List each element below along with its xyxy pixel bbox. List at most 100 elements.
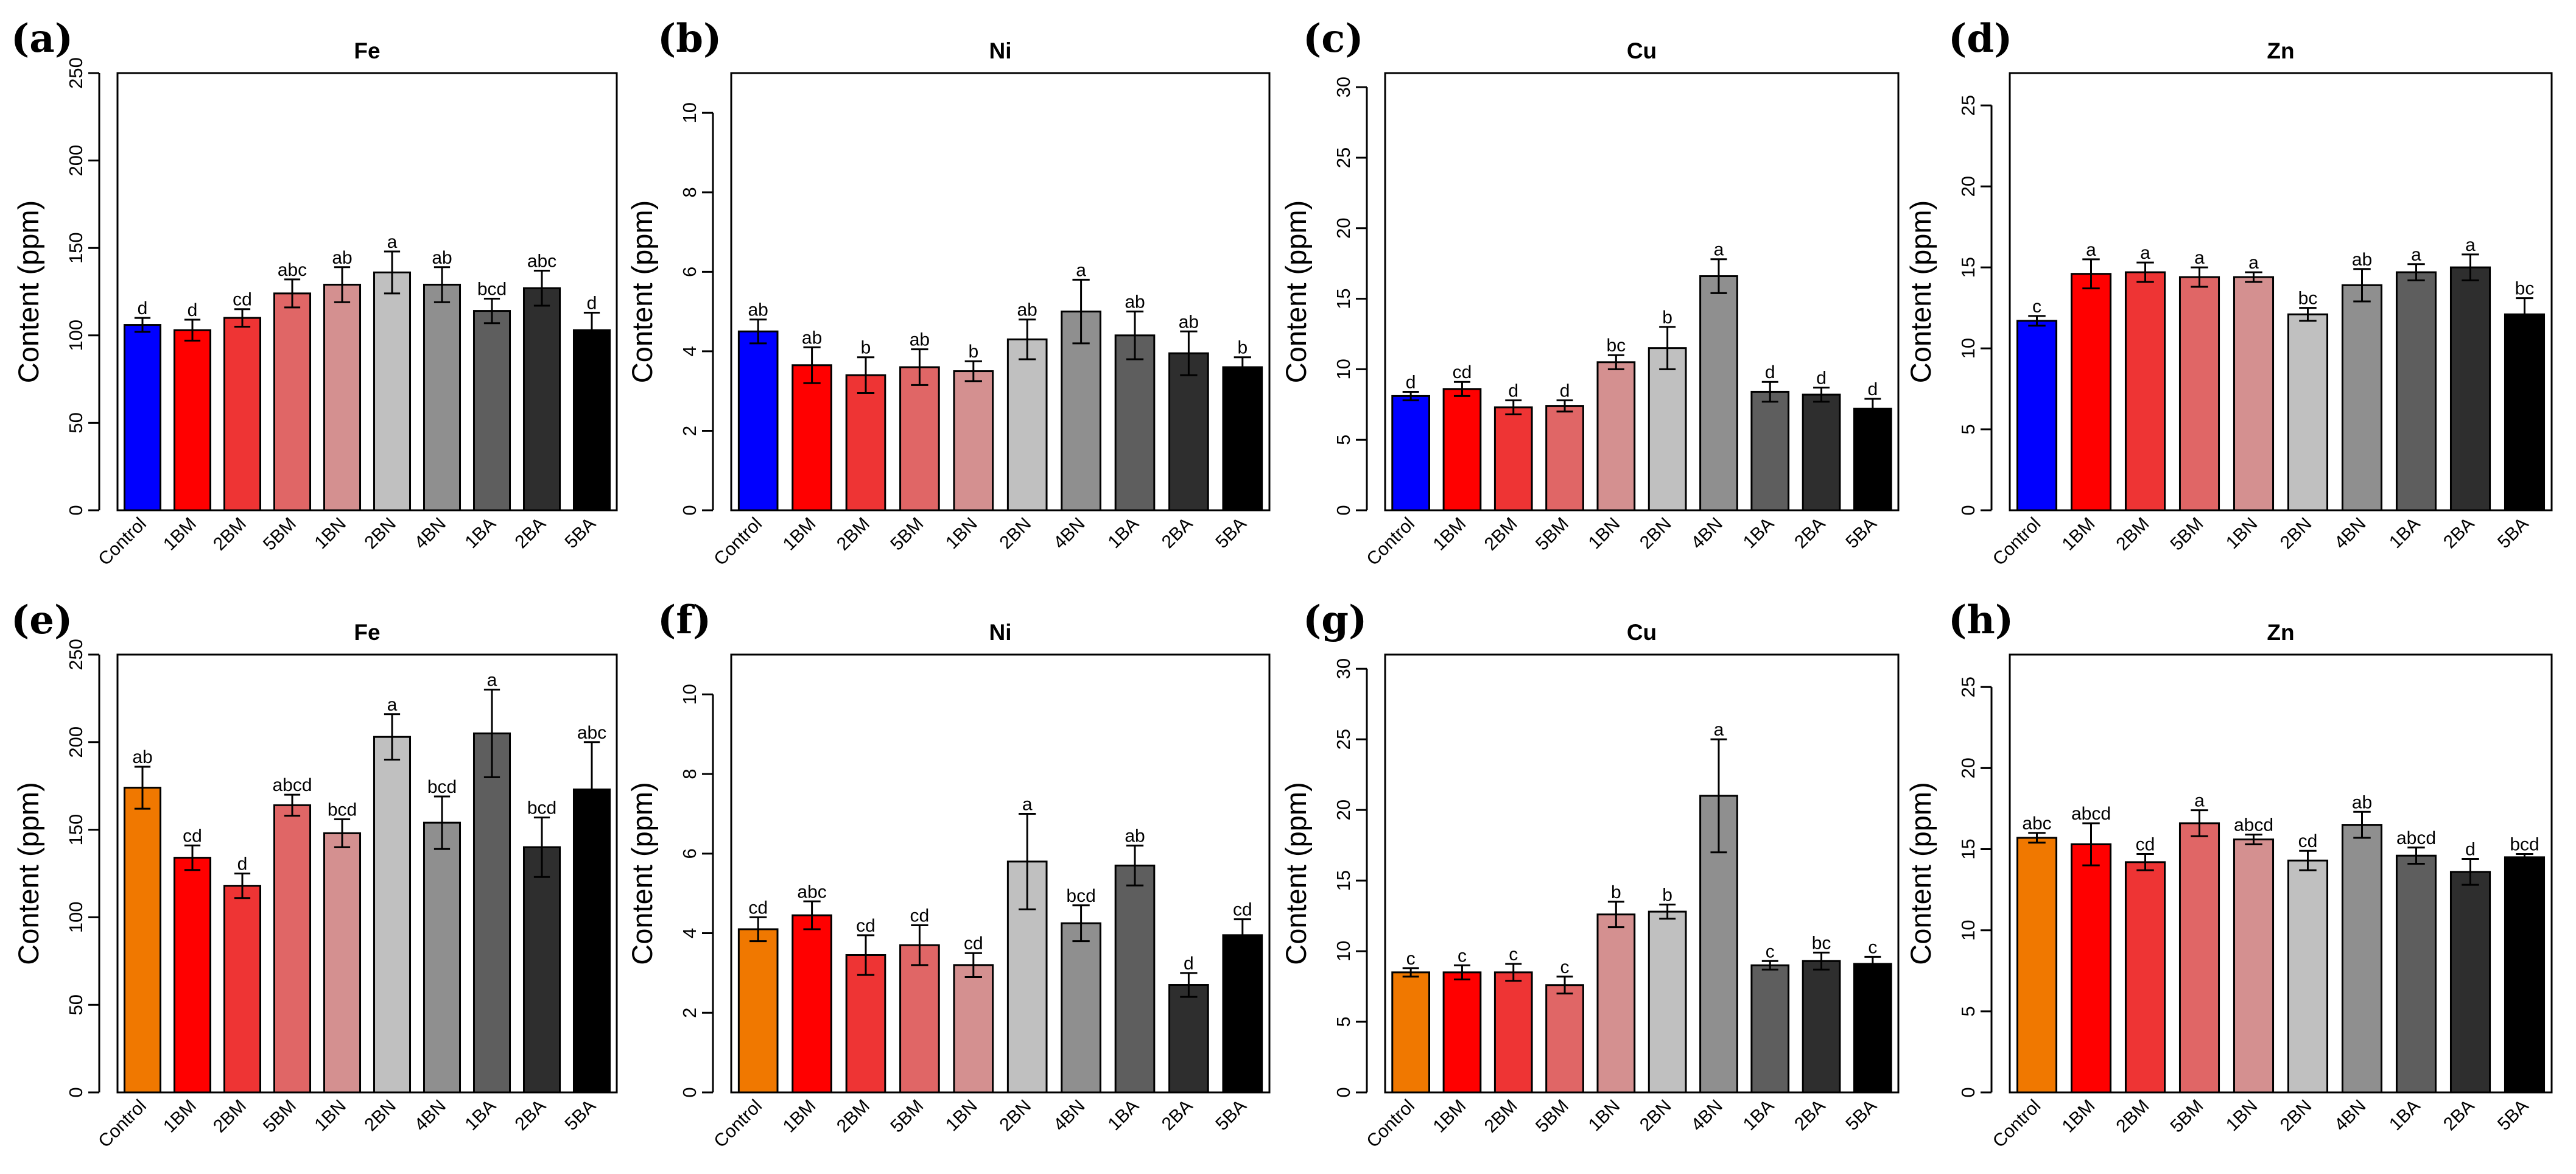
plot-frame	[116, 653, 618, 1094]
x-tick-label: 2BA	[2440, 514, 2478, 552]
significance-letter: a	[2194, 791, 2205, 811]
bar	[845, 954, 886, 1094]
y-tick-label: 200	[65, 726, 86, 758]
y-tick-label: 4	[679, 346, 700, 356]
x-tick-label: Control	[710, 1096, 766, 1152]
x-tick-label: 1BA	[2385, 1096, 2424, 1134]
significance-letter: ab	[1125, 292, 1145, 312]
x-tick-label: 2BM	[209, 514, 250, 555]
y-tick-label: 100	[65, 902, 86, 933]
x-tick-label: 1BN	[1585, 1096, 1624, 1136]
x-tick-label: Control	[1363, 1096, 1419, 1152]
bar	[1493, 971, 1533, 1094]
panel-label: (a)	[11, 16, 73, 62]
bar	[1545, 405, 1584, 511]
y-tick-label: 10	[1333, 941, 1354, 961]
x-tick-label: Control	[94, 514, 150, 570]
y-tick-label: 30	[1333, 77, 1354, 97]
x-tick-label: 2BA	[1158, 514, 1196, 552]
significance-letter: cd	[233, 290, 252, 310]
y-tick-label: 25	[1333, 729, 1354, 750]
x-tick-label: 1BA	[1739, 1096, 1778, 1134]
panel-label: (d)	[1948, 16, 2012, 62]
y-tick-label: 15	[1957, 257, 1979, 278]
x-tick-label: 2BN	[2276, 514, 2316, 554]
significance-letter: d	[1765, 362, 1775, 382]
bar	[845, 374, 886, 511]
y-tick-label: 250	[65, 639, 86, 670]
bar	[1222, 934, 1263, 1094]
x-tick-label: 2BN	[2276, 1096, 2316, 1136]
significance-letter: cd	[1233, 900, 1252, 920]
significance-letter: b	[1662, 308, 1672, 328]
bar	[1699, 275, 1738, 511]
chart-title: Fe	[354, 620, 380, 645]
significance-letter: a	[2086, 240, 2096, 260]
bar	[2504, 313, 2546, 511]
y-axis-label: Content (ppm)	[626, 782, 658, 965]
x-tick-label: 1BN	[2222, 1096, 2262, 1136]
y-tick-label: 0	[679, 505, 700, 515]
x-tick-label: 2BN	[1636, 514, 1676, 554]
bar	[1442, 388, 1482, 511]
bar	[1596, 913, 1636, 1094]
y-tick-label: 0	[1333, 1087, 1354, 1097]
bar	[953, 964, 994, 1094]
bar	[899, 944, 940, 1094]
x-tick-label: 2BN	[996, 514, 1036, 554]
significance-letter: bcd	[2510, 835, 2539, 855]
x-tick-label: 1BA	[1104, 1096, 1143, 1134]
x-tick-label: 1BN	[942, 514, 981, 554]
plot-frame	[730, 72, 1271, 511]
significance-letter: abc	[797, 882, 826, 902]
x-tick-label: 1BM	[1429, 1096, 1470, 1137]
y-tick-label: 6	[679, 267, 700, 277]
x-tick-label: 2BM	[2112, 514, 2153, 555]
bar	[2395, 854, 2437, 1094]
significance-letter: d	[1406, 372, 1416, 392]
significance-letter: a	[2411, 245, 2421, 265]
bar	[1168, 984, 1209, 1094]
significance-letter: a	[2140, 243, 2150, 263]
x-tick-label: 1BM	[2058, 1096, 2099, 1137]
y-tick-label: 2	[679, 1008, 700, 1018]
significance-letter: a	[387, 232, 398, 252]
bar	[1168, 352, 1209, 511]
x-tick-label: 5BA	[561, 1096, 600, 1134]
x-tick-label: 1BM	[160, 514, 200, 555]
x-tick-label: 2BA	[511, 1096, 550, 1134]
x-tick-label: 4BN	[2331, 514, 2370, 554]
x-tick-label: 5BM	[1532, 1096, 1573, 1137]
x-tick-label: 1BN	[311, 514, 350, 554]
y-tick-label: 15	[1957, 838, 1979, 859]
bar	[2016, 320, 2058, 511]
bar	[323, 832, 362, 1094]
bar	[1545, 984, 1584, 1094]
bar	[2233, 276, 2275, 511]
chart-title: Cu	[1627, 38, 1657, 63]
bar	[2287, 313, 2329, 511]
significance-letter: ab	[432, 248, 452, 268]
x-tick-label: 5BM	[886, 1096, 927, 1137]
bar	[737, 330, 779, 511]
y-tick-label: 25	[1333, 147, 1354, 168]
significance-letter: b	[861, 338, 871, 358]
bar	[373, 271, 412, 511]
significance-letter: c	[1406, 949, 1416, 969]
x-tick-label: 5BM	[2166, 514, 2207, 555]
bar	[1750, 390, 1790, 511]
bar	[2124, 271, 2166, 511]
significance-letter: a	[387, 695, 398, 715]
y-tick-label: 2	[679, 426, 700, 436]
x-tick-label: 2BA	[1791, 514, 1829, 552]
chart-panel-2: (c) Cu Content (ppm) 0 5 10 15 20 25 30 d Control cd…	[1280, 16, 1900, 569]
y-axis-label: Content (ppm)	[1280, 782, 1312, 965]
bar	[953, 370, 994, 511]
y-tick-label: 20	[1957, 757, 1979, 778]
bar	[2016, 837, 2058, 1094]
panel-label: (g)	[1303, 597, 1367, 643]
significance-letter: ab	[2352, 250, 2372, 270]
significance-letter: abc	[577, 723, 606, 743]
